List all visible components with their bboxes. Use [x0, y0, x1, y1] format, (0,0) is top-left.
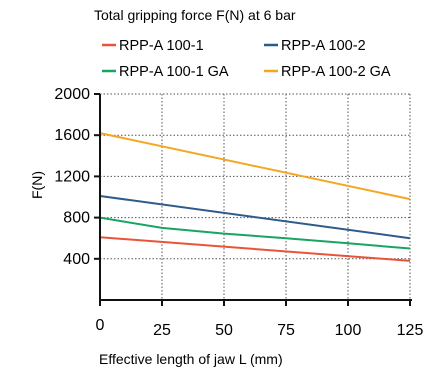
y-tick-label-400: 400 — [63, 251, 90, 268]
y-tick-label-1600: 1600 — [54, 127, 90, 144]
x-tick-label-125: 125 — [397, 322, 424, 339]
series-line-3 — [99, 216, 411, 250]
x-tick-label-25: 25 — [153, 322, 171, 339]
legend-label-2: RPP-A 100-2 — [281, 38, 366, 54]
series-line-2 — [99, 195, 411, 240]
legend-label-1: RPP-A 100-1 — [119, 38, 204, 54]
x-tick-label-75: 75 — [277, 322, 295, 339]
y-tick-label-800: 800 — [63, 210, 90, 227]
x-axis-label: Effective length of jaw L (mm) — [99, 351, 283, 367]
chart-title: Total gripping force F(N) at 6 bar — [94, 7, 296, 23]
y-tick-label-1200: 1200 — [54, 168, 90, 185]
series-lines — [99, 132, 411, 262]
x-tick-label-100: 100 — [335, 322, 362, 339]
legend-label-3: RPP-A 100-1 GA — [119, 64, 229, 80]
tick-labels: 400 800 1200 1600 2000 0 25 50 75 100 125 — [54, 86, 423, 339]
y-tick-label-2000: 2000 — [54, 86, 90, 103]
axes — [94, 93, 412, 306]
y-axis-label: F(N) — [29, 171, 45, 199]
x-tick-label-0: 0 — [96, 317, 105, 334]
series-line-1 — [99, 236, 411, 262]
x-tick-label-50: 50 — [215, 322, 233, 339]
legend-label-4: RPP-A 100-2 GA — [281, 64, 391, 80]
legend: RPP-A 100-1 RPP-A 100-2 RPP-A 100-1 GA RPP-… — [102, 38, 391, 80]
grid — [100, 93, 411, 300]
series-line-4 — [99, 132, 411, 201]
